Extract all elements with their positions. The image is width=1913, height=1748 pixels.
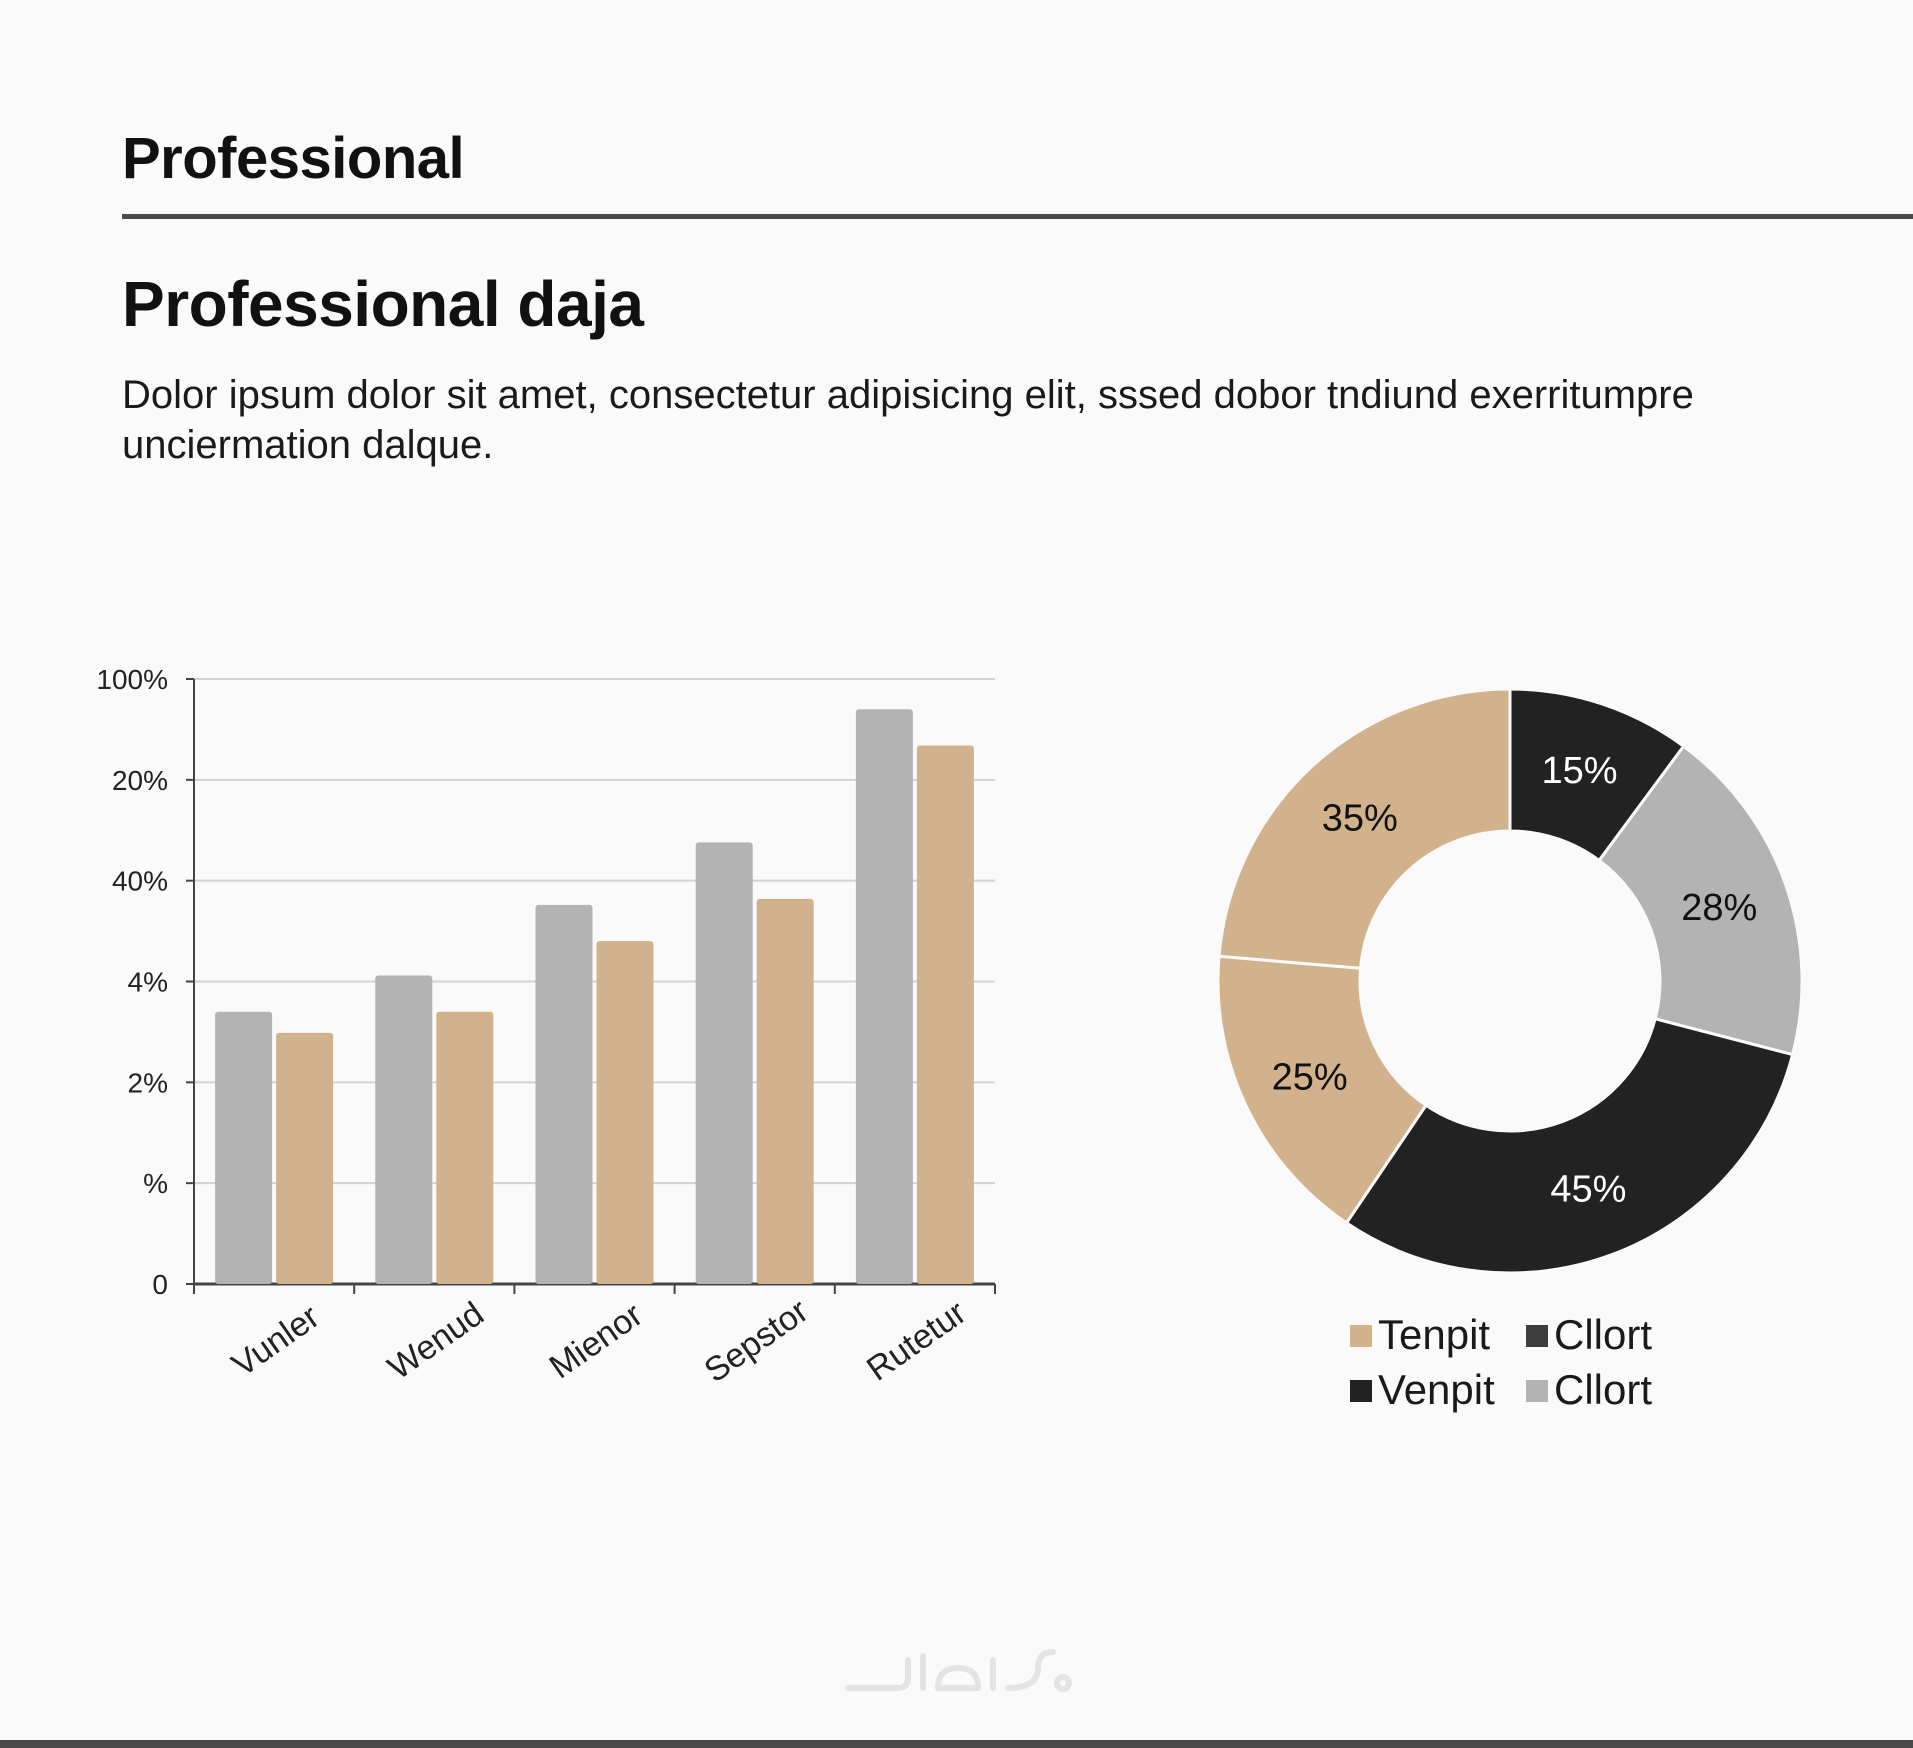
legend-swatch xyxy=(1350,1380,1372,1402)
page-title: Professional xyxy=(122,126,465,191)
legend-label: Venpit xyxy=(1378,1366,1495,1413)
bar-rutetur-series-1 xyxy=(855,709,913,1284)
y-tick-label: 100% xyxy=(96,664,168,695)
slice-label: 35% xyxy=(1322,798,1398,840)
bar-rutetur-series-2 xyxy=(916,745,974,1284)
legend-label: Cllort xyxy=(1554,1311,1652,1358)
donut-slice-3 xyxy=(1344,1016,1795,1275)
y-tick-label: 4% xyxy=(128,967,168,998)
bar-mienor-series-2 xyxy=(596,941,654,1284)
donut-slice-4 xyxy=(1216,954,1429,1226)
section-description: Dolor ipsum dolor sit amet, consectetur … xyxy=(122,373,1694,467)
bar-sepstor-series-2 xyxy=(756,898,814,1284)
bar-vunler-series-2 xyxy=(276,1032,334,1284)
bar-wenud-series-1 xyxy=(375,975,433,1284)
slice-label: 28% xyxy=(1681,887,1757,929)
slice-label: 25% xyxy=(1272,1057,1348,1099)
slice-label: 45% xyxy=(1550,1169,1626,1211)
donut-slice-2 xyxy=(1597,744,1804,1057)
legend-swatch xyxy=(1526,1325,1548,1347)
donut-slice-5 xyxy=(1217,687,1512,970)
y-tick-label: 2% xyxy=(128,1067,168,1098)
legend-swatch xyxy=(1526,1380,1548,1402)
header-divider xyxy=(122,214,1913,219)
y-tick-label: 40% xyxy=(112,866,168,897)
bar-vunler-series-1 xyxy=(215,1011,273,1284)
legend-label: Cllort xyxy=(1554,1366,1652,1413)
bar-mienor-series-1 xyxy=(535,904,593,1284)
legend-label: Tenpit xyxy=(1378,1311,1490,1358)
section-title: Professional daja xyxy=(122,268,644,340)
footer-bar xyxy=(0,1740,1913,1748)
bar-wenud-series-2 xyxy=(436,1011,494,1284)
y-tick-label: 0 xyxy=(152,1269,168,1300)
legend-swatch xyxy=(1350,1325,1372,1347)
y-tick-label: 20% xyxy=(112,765,168,796)
watermark-logo xyxy=(845,1649,1072,1692)
slice-label: 15% xyxy=(1541,750,1617,792)
bar-sepstor-series-1 xyxy=(695,842,753,1284)
y-tick-label: % xyxy=(143,1168,168,1199)
